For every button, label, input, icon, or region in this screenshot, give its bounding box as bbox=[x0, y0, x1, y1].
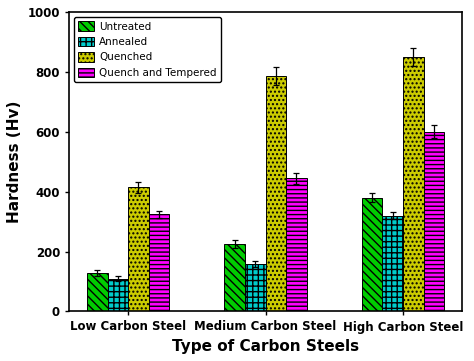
Bar bbox=[87, 273, 108, 312]
Bar bbox=[128, 187, 149, 312]
Bar bbox=[424, 132, 444, 312]
Bar bbox=[286, 178, 307, 312]
Legend: Untreated, Annealed, Quenched, Quench and Tempered: Untreated, Annealed, Quenched, Quench an… bbox=[74, 17, 221, 82]
Bar bbox=[224, 244, 245, 312]
Bar bbox=[265, 76, 286, 312]
X-axis label: Type of Carbon Steels: Type of Carbon Steels bbox=[172, 339, 359, 354]
Bar bbox=[245, 264, 265, 312]
Bar bbox=[383, 216, 403, 312]
Y-axis label: Hardness (Hv): Hardness (Hv) bbox=[7, 100, 22, 223]
Bar bbox=[403, 57, 424, 312]
Bar bbox=[149, 214, 169, 312]
Bar bbox=[108, 279, 128, 312]
Bar bbox=[362, 198, 383, 312]
